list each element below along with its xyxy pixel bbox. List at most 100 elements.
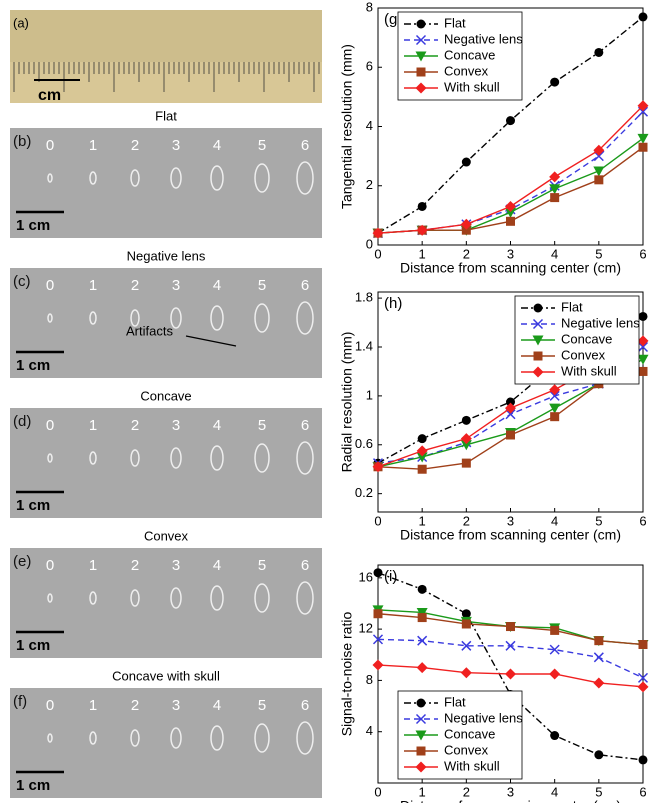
panel-label: (e) [13, 553, 31, 570]
marker [638, 755, 648, 765]
legend-label: Convex [444, 63, 489, 78]
annotation: Artifacts [126, 323, 173, 338]
marker [549, 184, 561, 195]
target-number: 4 [213, 277, 221, 294]
marker [637, 341, 649, 353]
target-number: 2 [131, 137, 139, 154]
x-tick-label: 6 [639, 246, 646, 261]
legend-label: Negative lens [444, 710, 523, 725]
y-tick-label: 1.4 [355, 338, 373, 353]
target-spot [296, 581, 314, 615]
target-number: 3 [172, 557, 180, 574]
x-tick-label: 1 [419, 246, 426, 261]
y-tick-label: 0 [366, 236, 373, 251]
target-spot [130, 169, 140, 187]
marker [594, 175, 604, 185]
target-spot [130, 729, 140, 747]
legend-label: With skull [444, 758, 500, 773]
y-tick-label: 4 [366, 118, 373, 133]
target-number: 2 [131, 557, 139, 574]
marker [505, 207, 516, 218]
y-tick-label: 2 [366, 177, 373, 192]
legend-label: Convex [444, 742, 489, 757]
legend-label: Flat [561, 299, 583, 314]
target-spot [254, 723, 270, 753]
y-axis-label: Signal-to-noise ratio [339, 612, 355, 737]
panel-title: Concave with skull [112, 668, 220, 683]
x-axis-label: Distance from scanning center (cm) [400, 527, 621, 543]
x-tick-label: 0 [374, 513, 381, 528]
panel-label: (i) [384, 568, 397, 585]
target-spot [130, 449, 140, 467]
target-number: 6 [301, 557, 309, 574]
panel-title: Concave [140, 388, 191, 403]
x-tick-label: 6 [639, 784, 646, 799]
marker [416, 452, 428, 463]
target-spot [210, 725, 224, 751]
target-number: 4 [213, 557, 221, 574]
target-number: 2 [131, 277, 139, 294]
target-number: 1 [89, 557, 97, 574]
marker [417, 464, 427, 474]
target-spot [296, 441, 314, 475]
marker [637, 672, 649, 683]
target-spot [210, 165, 224, 191]
marker [416, 746, 426, 756]
marker [550, 625, 560, 635]
target-number: 5 [258, 417, 266, 434]
marker [505, 200, 516, 212]
target-number: 0 [46, 137, 54, 154]
target-spot [210, 305, 224, 331]
legend-label: Concave [444, 47, 495, 62]
marker [506, 430, 515, 440]
x-tick-label: 4 [551, 784, 558, 799]
target-spot [210, 445, 224, 471]
marker [416, 19, 426, 29]
panel-label: (f) [13, 693, 27, 710]
marker [372, 659, 384, 671]
marker [637, 133, 649, 144]
marker [416, 445, 428, 457]
scale-label: 1 cm [16, 357, 50, 374]
x-tick-label: 1 [419, 513, 426, 528]
marker [506, 397, 515, 407]
scale-label: 1 cm [16, 637, 50, 654]
panel-title: Convex [144, 528, 189, 543]
x-axis-label: Distance from scanning center (cm) [400, 260, 621, 276]
panel-title: Flat [155, 108, 177, 123]
marker [415, 51, 427, 62]
image [10, 688, 322, 798]
scale-label: cm [38, 87, 61, 104]
marker [638, 12, 648, 22]
target-spot [47, 313, 53, 323]
target-spot [296, 161, 314, 195]
marker [417, 434, 427, 444]
target-spot [170, 167, 182, 189]
marker [461, 458, 471, 468]
marker [416, 607, 428, 618]
marker [550, 77, 560, 87]
marker [533, 351, 543, 361]
marker [417, 584, 427, 594]
scale-label: 1 cm [16, 497, 50, 514]
x-tick-label: 4 [551, 513, 558, 528]
target-spot [89, 591, 97, 605]
panel-label: (a) [13, 15, 29, 30]
legend-label: Concave [561, 331, 612, 346]
target-spot [47, 733, 53, 743]
x-tick-label: 5 [595, 513, 602, 528]
marker [415, 730, 427, 741]
target-spot [89, 451, 97, 465]
marker [637, 335, 649, 347]
target-number: 5 [258, 697, 266, 714]
marker [550, 731, 560, 741]
target-number: 0 [46, 417, 54, 434]
target-number: 1 [89, 417, 97, 434]
y-tick-label: 4 [366, 723, 373, 738]
legend-label: Concave [444, 726, 495, 741]
y-tick-label: 0.2 [355, 485, 373, 500]
marker [417, 613, 427, 623]
annotation-arrow [185, 335, 237, 347]
x-tick-label: 2 [463, 784, 470, 799]
target-number: 6 [301, 697, 309, 714]
